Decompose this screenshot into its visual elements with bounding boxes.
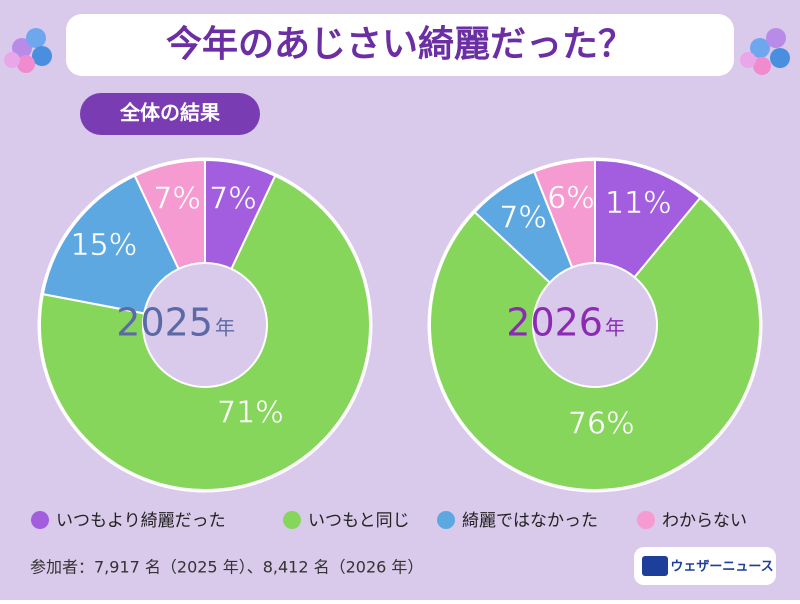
footnote: 参加者：7,917 名（2025 年）、8,412 名（2026 年） [30, 558, 423, 577]
value-label: 6% [547, 181, 595, 216]
legend-label: いつもより綺麗だった [56, 511, 226, 531]
center-label: 2025 [116, 301, 213, 345]
logo-box [634, 547, 776, 585]
center-unit: 年 [605, 316, 625, 340]
value-label: 7% [153, 182, 201, 217]
legend-label: わからない [662, 511, 747, 531]
legend-label: いつもと同じ [308, 511, 410, 531]
legend-marker [283, 511, 301, 529]
badge [80, 93, 260, 135]
title-box [66, 14, 734, 76]
donut-outline [37, 157, 373, 493]
center-unit: 年 [215, 316, 235, 340]
value-label: 15% [71, 228, 138, 263]
badge-text: 全体の結果 [119, 101, 220, 125]
legend-label: 綺麗ではなかった [462, 511, 598, 531]
hydrangea-right [740, 28, 790, 75]
value-label: 11% [605, 186, 672, 221]
legend-marker [437, 511, 455, 529]
center-label: 2026 [506, 301, 603, 345]
value-label: 76% [568, 406, 635, 441]
logo-text: ウェザーニュース [670, 560, 773, 575]
value-label: 7% [499, 201, 547, 236]
value-label: 71% [217, 396, 284, 431]
value-label: 7% [209, 182, 257, 217]
hydrangea-left [4, 28, 52, 73]
legend-marker [31, 511, 49, 529]
legend-marker [637, 511, 655, 529]
donut-outline [427, 157, 763, 493]
logo-icon [642, 556, 668, 576]
title: 今年のあじさい綺麗だった？ [166, 24, 634, 65]
